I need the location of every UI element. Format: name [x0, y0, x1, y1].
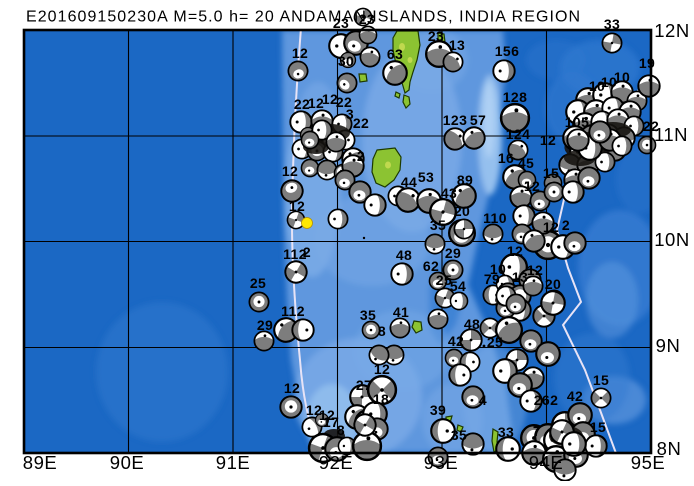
svg-text:18: 18: [373, 391, 389, 407]
svg-text:12: 12: [374, 361, 390, 377]
svg-text:8N: 8N: [657, 438, 682, 459]
svg-text:12: 12: [527, 262, 543, 278]
svg-text:41: 41: [393, 304, 409, 320]
svg-text:128: 128: [503, 89, 528, 105]
svg-text:10: 10: [490, 261, 506, 277]
svg-text:12: 12: [282, 163, 298, 179]
svg-text:62: 62: [423, 258, 439, 274]
svg-text:12: 12: [319, 407, 335, 423]
svg-text:12: 12: [524, 178, 540, 194]
svg-text:17: 17: [323, 414, 339, 430]
svg-text:23: 23: [333, 15, 349, 31]
svg-text:3: 3: [346, 106, 354, 122]
svg-text:91E: 91E: [216, 452, 250, 473]
svg-text:42: 42: [567, 388, 583, 404]
svg-text:20: 20: [454, 203, 470, 219]
svg-text:15: 15: [590, 419, 606, 435]
svg-text:4: 4: [479, 392, 487, 408]
svg-text:12: 12: [289, 198, 305, 214]
svg-text:23: 23: [359, 11, 375, 27]
svg-text:124: 124: [506, 126, 531, 142]
svg-text:E201609150230A M=5.0 h= 20 AND: E201609150230A M=5.0 h= 20 ANDAMAN ISLAN…: [26, 9, 581, 26]
svg-text:48: 48: [464, 316, 480, 332]
svg-text:22: 22: [336, 94, 352, 110]
svg-text:53: 53: [418, 169, 434, 185]
svg-text:12: 12: [507, 243, 523, 259]
svg-text:7: 7: [533, 423, 541, 439]
svg-text:57: 57: [470, 112, 486, 128]
svg-text:35: 35: [430, 217, 446, 233]
svg-text:25: 25: [487, 334, 503, 350]
svg-text:15: 15: [593, 372, 609, 388]
svg-text:89E: 89E: [23, 452, 57, 473]
svg-text:2: 2: [562, 217, 570, 233]
svg-text:11N: 11N: [654, 124, 688, 145]
svg-text:94E: 94E: [529, 452, 563, 473]
svg-text:29: 29: [257, 317, 273, 333]
svg-text:22: 22: [353, 115, 369, 131]
svg-text:44: 44: [401, 174, 417, 190]
svg-text:95E: 95E: [631, 452, 665, 473]
svg-text:105: 105: [565, 114, 590, 130]
svg-text:89: 89: [457, 172, 473, 188]
svg-text:93E: 93E: [424, 452, 458, 473]
svg-text:10: 10: [614, 69, 630, 85]
svg-text:35: 35: [451, 427, 467, 443]
svg-text:10N: 10N: [654, 229, 689, 250]
svg-text:33: 33: [604, 16, 620, 32]
svg-text:48: 48: [396, 247, 412, 263]
svg-text:25: 25: [436, 272, 452, 288]
svg-text:30: 30: [338, 53, 354, 69]
svg-text:156: 156: [495, 43, 520, 59]
svg-text:123: 123: [443, 112, 468, 128]
svg-text:22: 22: [294, 96, 310, 112]
svg-text:90E: 90E: [110, 452, 144, 473]
svg-text:12: 12: [308, 95, 324, 111]
svg-text:29: 29: [445, 245, 461, 261]
svg-text:27: 27: [356, 377, 372, 393]
svg-text:54: 54: [450, 278, 466, 294]
svg-text:43: 43: [441, 185, 457, 201]
svg-text:13: 13: [449, 37, 465, 53]
svg-text:35: 35: [360, 307, 376, 323]
svg-text:79: 79: [484, 271, 500, 287]
svg-text:20: 20: [545, 276, 561, 292]
svg-text:8: 8: [337, 422, 345, 438]
svg-text:112: 112: [281, 303, 305, 319]
svg-text:16: 16: [498, 150, 514, 166]
svg-text:2: 2: [357, 148, 365, 164]
svg-text:262: 262: [534, 392, 559, 408]
svg-text:39: 39: [430, 402, 446, 418]
svg-text:19: 19: [639, 55, 655, 71]
svg-text:12: 12: [292, 45, 308, 61]
svg-text:63: 63: [387, 46, 403, 62]
svg-text:12: 12: [322, 91, 338, 107]
svg-text:112: 112: [283, 246, 307, 262]
svg-text:12: 12: [284, 380, 300, 396]
svg-text:2: 2: [303, 244, 311, 260]
svg-text:12: 12: [306, 402, 322, 418]
svg-text:42: 42: [448, 333, 464, 349]
svg-text:12: 12: [543, 219, 559, 235]
svg-text:23: 23: [428, 28, 444, 44]
svg-text:12: 12: [540, 132, 556, 148]
svg-text:92E: 92E: [319, 452, 353, 473]
svg-text:10: 10: [589, 78, 605, 94]
svg-text:15: 15: [543, 165, 559, 181]
svg-text:13: 13: [512, 269, 528, 285]
svg-text:22: 22: [643, 118, 659, 134]
svg-text:10: 10: [601, 74, 617, 90]
svg-text:9N: 9N: [656, 335, 681, 356]
svg-text:8: 8: [378, 323, 386, 339]
svg-text:33: 33: [498, 424, 514, 440]
svg-text:25: 25: [250, 275, 266, 291]
svg-text:45: 45: [518, 155, 534, 171]
svg-text:12N: 12N: [654, 20, 689, 41]
svg-text:110: 110: [483, 210, 507, 226]
